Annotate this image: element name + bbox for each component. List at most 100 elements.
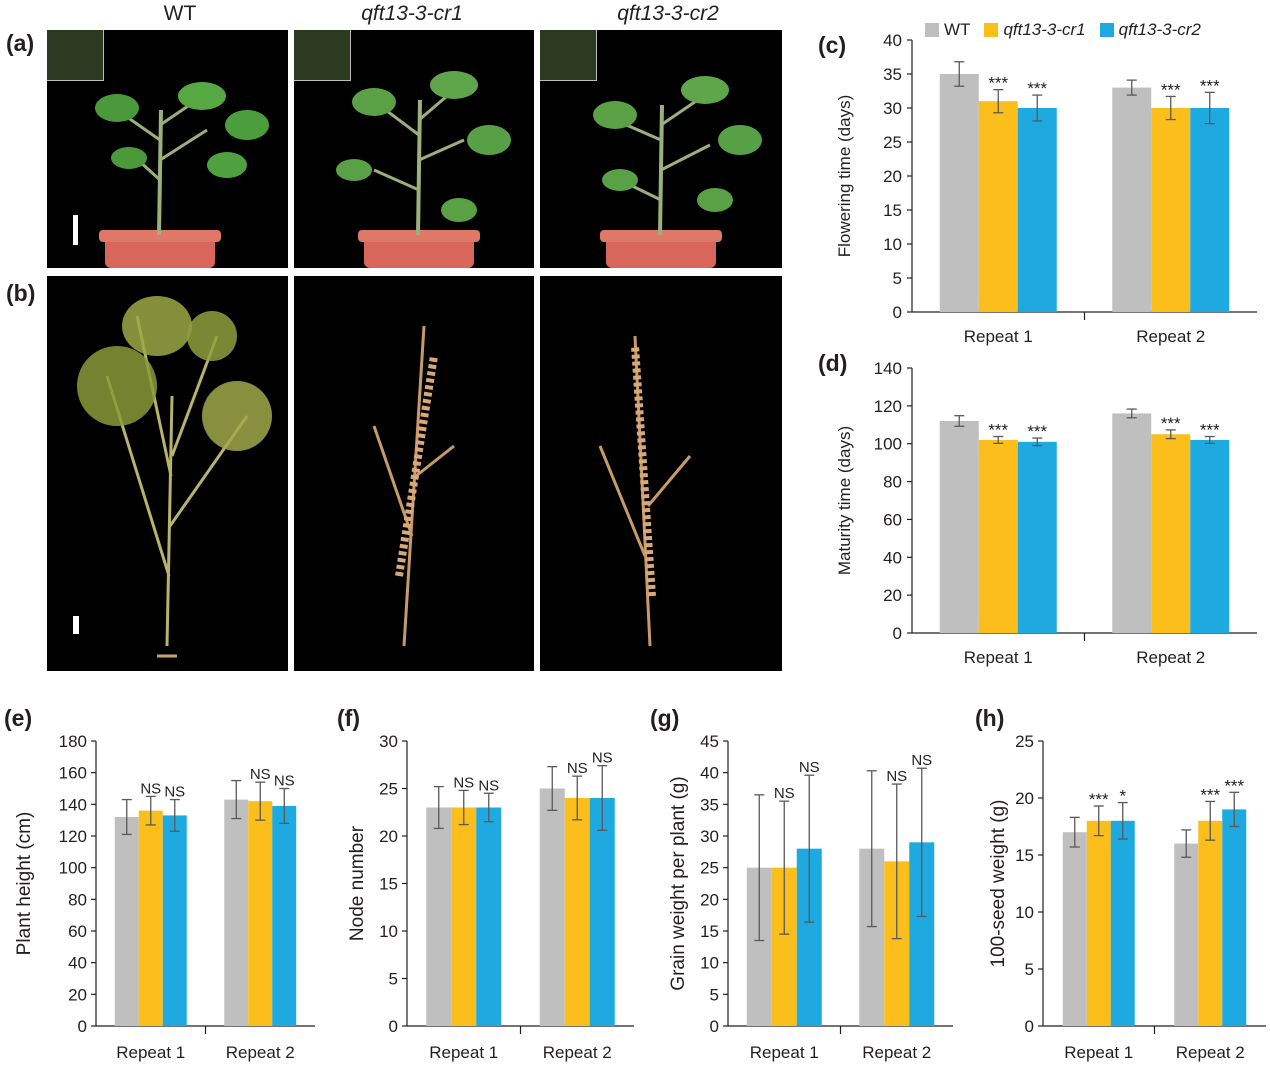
bar-h-1-2: [1222, 809, 1247, 1026]
y-tick-label: 35: [700, 795, 719, 814]
bar-e-0-0: [114, 817, 139, 1026]
y-axis-label: Grain weight per plant (g): [668, 776, 689, 990]
bar-d-1-0: [1112, 413, 1152, 633]
bar-f-1-1: [564, 798, 590, 1026]
bar-e-1-1: [248, 801, 273, 1026]
y-tick-label: 20: [883, 586, 902, 605]
scale-bar: [73, 215, 78, 245]
y-tick-label: 120: [59, 827, 87, 846]
mature-plant-illustration-cr1: [372, 325, 455, 647]
y-tick-label: 5: [710, 985, 719, 1004]
y-tick-label: 20: [68, 985, 87, 1004]
y-tick-label: 100: [59, 859, 87, 878]
significance-label: NS: [567, 760, 588, 777]
y-tick-label: 10: [883, 235, 902, 254]
x-category-label: Repeat 2: [1136, 327, 1205, 346]
x-category-label: Repeat 1: [964, 648, 1033, 667]
bar-h-1-0: [1174, 843, 1199, 1026]
photo-inset-wt: [47, 30, 104, 81]
significance-label: NS: [274, 773, 295, 790]
y-tick-label: 20: [883, 167, 902, 186]
legend-item-wt: WT: [925, 20, 970, 40]
plant-illustration-wt: [95, 82, 269, 268]
y-axis-label: 100-seed weight (g): [988, 800, 1009, 968]
y-tick-label: 0: [389, 1017, 398, 1036]
y-tick-label: 120: [874, 397, 902, 416]
photo-title-cr1: qft13-3-cr1: [361, 2, 463, 25]
x-category-label: Repeat 2: [862, 1043, 931, 1062]
significance-label: NS: [250, 766, 271, 783]
x-category-label: Repeat 2: [1136, 648, 1205, 667]
y-tick-label: 15: [700, 922, 719, 941]
panel-label-f: (f): [337, 705, 360, 731]
y-tick-label: 60: [883, 510, 902, 529]
significance-label: NS: [478, 777, 499, 794]
y-tick-label: 10: [379, 922, 398, 941]
y-tick-label: 25: [379, 780, 398, 799]
y-tick-label: 0: [893, 303, 902, 322]
scale-bar: [73, 616, 79, 634]
y-tick-label: 80: [68, 890, 87, 909]
bar-d-1-2: [1190, 439, 1230, 633]
significance-label: NS: [140, 780, 161, 797]
legend-swatch-wt: [925, 23, 939, 37]
significance-label: *: [1119, 787, 1126, 806]
bar-e-0-1: [138, 810, 163, 1026]
significance-label: NS: [799, 759, 820, 776]
y-tick-label: 0: [78, 1017, 87, 1036]
significance-label: NS: [774, 785, 795, 802]
bar-f-1-2: [589, 798, 615, 1026]
y-tick-label: 10: [1015, 903, 1034, 922]
bar-h-0-1: [1086, 820, 1111, 1026]
legend-item-cr1: qft13-3-cr1: [984, 20, 1086, 40]
y-tick-label: 5: [893, 269, 902, 288]
significance-label: ***: [1200, 76, 1220, 95]
panel-label-e: (e): [4, 705, 33, 731]
y-tick-label: 0: [710, 1017, 719, 1036]
y-tick-label: 30: [379, 732, 398, 751]
chart-c: 0 5 10 15 20 25 30 35 40 Flowering time (days) ***…: [835, 31, 1257, 346]
bar-d-0-2: [1017, 441, 1057, 633]
y-tick-label: 5: [1025, 960, 1034, 979]
significance-label: ***: [1161, 80, 1181, 99]
legend-label-cr1: qft13-3-cr1: [1003, 20, 1086, 39]
bar-c-1-0: [1112, 87, 1152, 312]
bar-c-1-2: [1190, 108, 1230, 312]
y-tick-label: 0: [1025, 1017, 1034, 1036]
mature-plant-illustration-wt: [77, 296, 272, 658]
y-tick-label: 80: [883, 473, 902, 492]
significance-label: ***: [1161, 414, 1181, 433]
y-tick-label: 10: [700, 954, 719, 973]
bar-d-0-0: [939, 421, 979, 633]
plant-illustration-cr1: [336, 71, 511, 268]
y-axis-label: Flowering time (days): [835, 95, 854, 258]
y-axis-label: Maturity time (days): [835, 426, 854, 575]
x-category-label: Repeat 2: [226, 1043, 295, 1062]
legend-swatch-cr1: [984, 23, 999, 37]
bar-c-0-2: [1017, 108, 1057, 312]
y-tick-label: 45: [700, 732, 719, 751]
panel-label-g: (g): [650, 705, 680, 731]
y-tick-label: 25: [883, 133, 902, 152]
y-tick-label: 40: [700, 764, 719, 783]
photo-cr2-seedling: [540, 30, 782, 268]
panel-label-c: (c): [818, 32, 847, 58]
x-category-label: Repeat 1: [750, 1043, 819, 1062]
y-axis-label: Node number: [347, 825, 368, 941]
y-tick-label: 180: [59, 732, 87, 751]
bar-f-0-0: [426, 807, 452, 1026]
x-category-label: Repeat 1: [964, 327, 1033, 346]
photo-title-cr2: qft13-3-cr2: [617, 2, 719, 25]
photo-title-wt: WT: [163, 2, 197, 25]
y-tick-label: 140: [874, 359, 902, 378]
y-tick-label: 20: [379, 827, 398, 846]
bar-f-1-0: [539, 788, 565, 1026]
y-tick-label: 0: [893, 624, 902, 643]
y-tick-label: 160: [59, 764, 87, 783]
legend-label-wt: WT: [944, 20, 971, 39]
bar-c-1-1: [1151, 108, 1191, 312]
photo-cr1-seedling: [294, 30, 534, 268]
y-axis-label: Plant height (cm): [14, 812, 35, 956]
bar-c-0-1: [978, 101, 1018, 312]
